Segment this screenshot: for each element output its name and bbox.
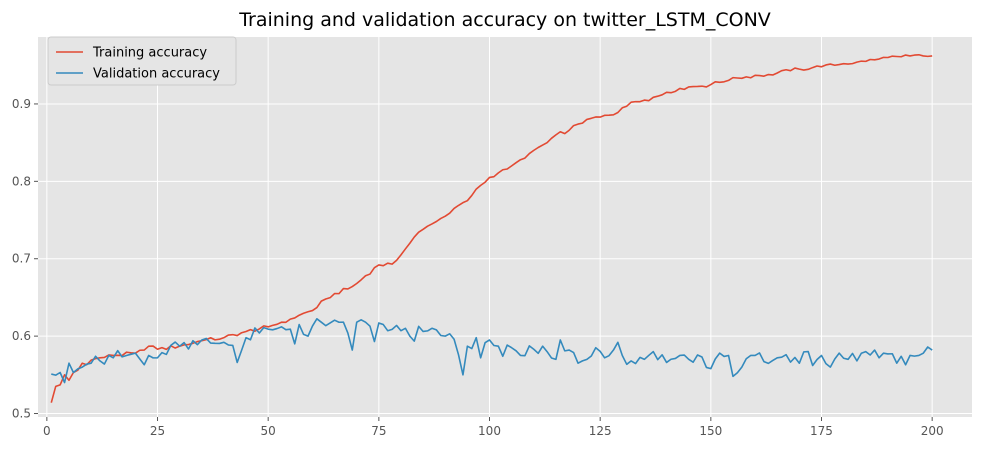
series-layer xyxy=(50,53,933,403)
y-tick-label: 0.6 xyxy=(12,329,31,343)
plot-background xyxy=(38,37,972,417)
x-tick-label: 100 xyxy=(478,424,501,438)
x-tick-label: 175 xyxy=(810,424,833,438)
x-tick-label: 125 xyxy=(589,424,612,438)
x-tick-label: 200 xyxy=(921,424,944,438)
x-tick-label: 50 xyxy=(261,424,276,438)
x-tick-label: 75 xyxy=(371,424,386,438)
x-tick-label: 25 xyxy=(150,424,165,438)
y-tick-label: 0.5 xyxy=(12,407,31,421)
x-tick-label: 150 xyxy=(699,424,722,438)
x-tick-label: 0 xyxy=(43,424,51,438)
legend-label-training: Training accuracy xyxy=(92,46,207,61)
tick-labels: 0 25 50 75 100 125 150 175 200 0.5 0.6 0.7 0.8 0.9 xyxy=(12,97,944,438)
training-accuracy-line xyxy=(50,53,933,403)
y-tick-label: 0.9 xyxy=(12,97,31,111)
chart-title: Training and validation accuracy on twit… xyxy=(238,9,771,31)
validation-accuracy-line xyxy=(51,318,933,384)
legend-box xyxy=(47,36,237,86)
y-tick-label: 0.8 xyxy=(12,174,31,188)
legend-label-validation: Validation accuracy xyxy=(93,67,220,82)
y-tick-label: 0.7 xyxy=(12,252,31,266)
grid xyxy=(38,37,972,417)
legend: Training accuracy Validation accuracy xyxy=(47,36,237,86)
